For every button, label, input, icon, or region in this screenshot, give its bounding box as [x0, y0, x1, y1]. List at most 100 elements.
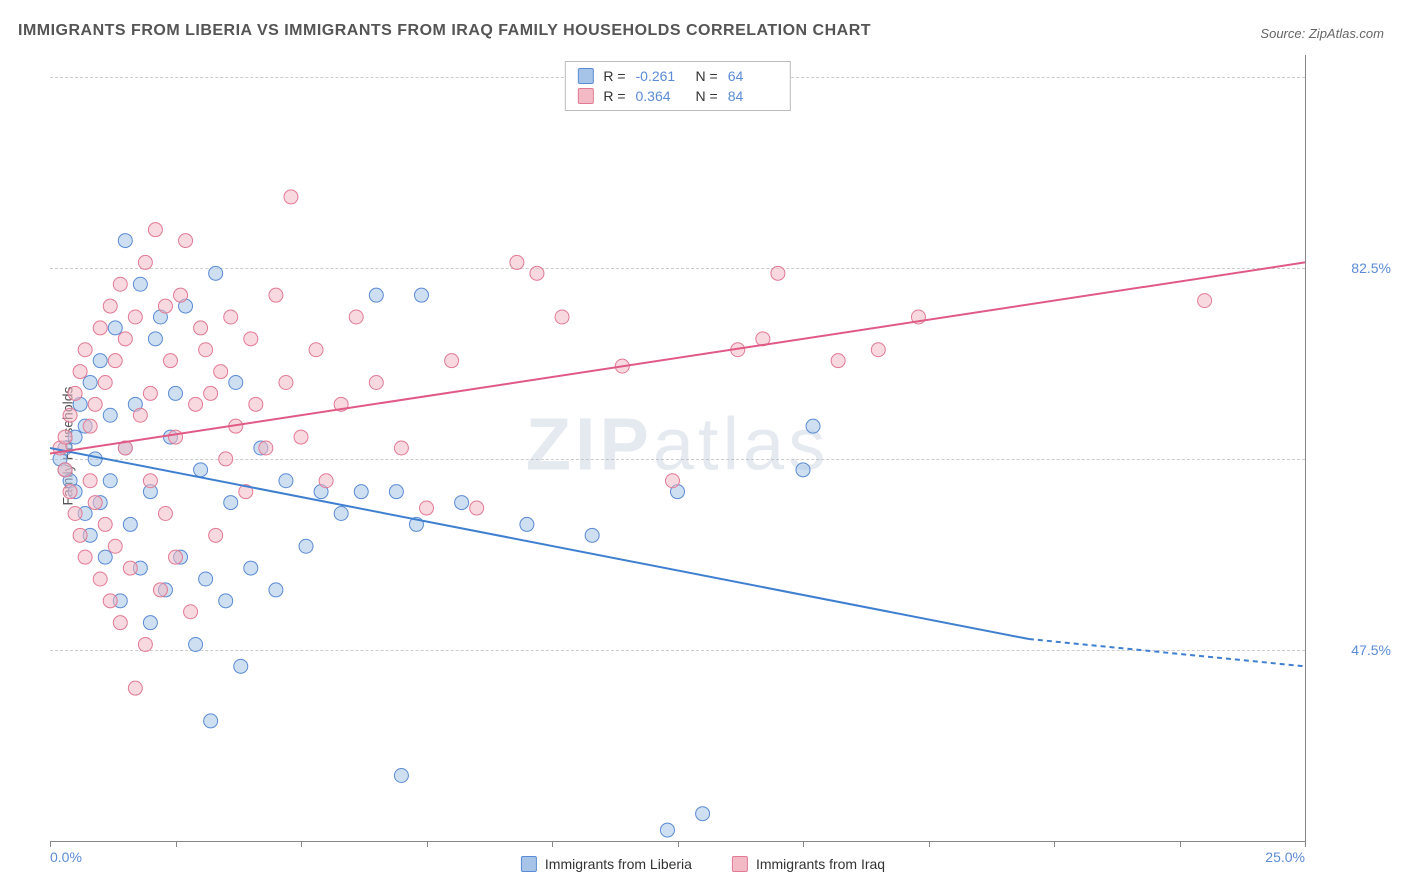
legend-swatch-liberia	[521, 856, 537, 872]
data-point-iraq	[123, 561, 137, 575]
data-point-iraq	[665, 474, 679, 488]
correlation-legend: R = -0.261 N = 64 R = 0.364 N = 84	[564, 61, 790, 111]
data-point-iraq	[771, 266, 785, 280]
data-point-iraq	[83, 419, 97, 433]
data-point-iraq	[163, 354, 177, 368]
data-point-iraq	[93, 321, 107, 335]
data-point-iraq	[143, 474, 157, 488]
data-point-iraq	[179, 234, 193, 248]
data-point-iraq	[319, 474, 333, 488]
data-point-iraq	[209, 528, 223, 542]
data-point-liberia	[389, 485, 403, 499]
data-point-iraq	[98, 517, 112, 531]
data-point-liberia	[234, 659, 248, 673]
n-value-liberia: 64	[728, 68, 778, 84]
legend-swatch-iraq	[732, 856, 748, 872]
data-point-liberia	[520, 517, 534, 531]
data-point-liberia	[83, 376, 97, 390]
data-point-liberia	[354, 485, 368, 499]
r-label: R =	[603, 68, 625, 84]
data-point-iraq	[158, 299, 172, 313]
data-point-liberia	[88, 452, 102, 466]
data-point-iraq	[88, 496, 102, 510]
data-point-iraq	[169, 430, 183, 444]
y-tick-label: 47.5%	[1351, 642, 1391, 658]
data-point-liberia	[199, 572, 213, 586]
data-point-iraq	[138, 255, 152, 269]
data-point-liberia	[103, 474, 117, 488]
chart-svg	[50, 55, 1305, 841]
data-point-iraq	[294, 430, 308, 444]
data-point-iraq	[113, 277, 127, 291]
data-point-iraq	[169, 550, 183, 564]
data-point-liberia	[414, 288, 428, 302]
data-point-iraq	[284, 190, 298, 204]
data-point-iraq	[113, 616, 127, 630]
data-point-iraq	[249, 397, 263, 411]
data-point-iraq	[184, 605, 198, 619]
data-point-iraq	[138, 638, 152, 652]
data-point-iraq	[445, 354, 459, 368]
trendline-iraq	[50, 262, 1305, 453]
legend-label-iraq: Immigrants from Iraq	[756, 856, 885, 872]
x-tick	[1305, 841, 1306, 847]
data-point-iraq	[194, 321, 208, 335]
data-point-iraq	[78, 343, 92, 357]
legend-swatch-liberia	[577, 68, 593, 84]
data-point-iraq	[153, 583, 167, 597]
data-point-liberia	[585, 528, 599, 542]
data-point-liberia	[796, 463, 810, 477]
data-point-iraq	[279, 376, 293, 390]
data-point-liberia	[118, 234, 132, 248]
x-tick-label: 25.0%	[1265, 849, 1305, 865]
data-point-liberia	[194, 463, 208, 477]
data-point-iraq	[148, 223, 162, 237]
data-point-liberia	[123, 517, 137, 531]
data-point-liberia	[806, 419, 820, 433]
data-point-iraq	[108, 539, 122, 553]
data-point-iraq	[244, 332, 258, 346]
data-point-iraq	[470, 501, 484, 515]
data-point-iraq	[309, 343, 323, 357]
y-tick-label: 82.5%	[1351, 260, 1391, 276]
data-point-iraq	[259, 441, 273, 455]
data-point-iraq	[93, 572, 107, 586]
data-point-iraq	[224, 310, 238, 324]
data-point-liberia	[93, 354, 107, 368]
data-point-iraq	[369, 376, 383, 390]
data-point-iraq	[103, 299, 117, 313]
data-point-liberia	[133, 277, 147, 291]
data-point-iraq	[214, 365, 228, 379]
data-point-iraq	[530, 266, 544, 280]
data-point-liberia	[103, 408, 117, 422]
data-point-liberia	[660, 823, 674, 837]
legend-item-iraq[interactable]: Immigrants from Iraq	[732, 856, 885, 872]
data-point-liberia	[219, 594, 233, 608]
data-point-liberia	[169, 386, 183, 400]
data-point-iraq	[133, 408, 147, 422]
source-label: Source:	[1260, 26, 1305, 41]
x-tick	[427, 841, 428, 847]
data-point-liberia	[204, 714, 218, 728]
data-point-iraq	[128, 310, 142, 324]
trendline-extrapolated-liberia	[1029, 639, 1305, 666]
data-point-iraq	[174, 288, 188, 302]
r-value-iraq: 0.364	[636, 88, 686, 104]
data-point-iraq	[73, 365, 87, 379]
r-label: R =	[603, 88, 625, 104]
data-point-iraq	[510, 255, 524, 269]
data-point-liberia	[269, 583, 283, 597]
data-point-liberia	[224, 496, 238, 510]
x-tick-label: 0.0%	[50, 849, 82, 865]
legend-swatch-iraq	[577, 88, 593, 104]
data-point-iraq	[63, 485, 77, 499]
data-point-iraq	[118, 332, 132, 346]
x-tick	[1054, 841, 1055, 847]
x-tick	[1180, 841, 1181, 847]
legend-item-liberia[interactable]: Immigrants from Liberia	[521, 856, 692, 872]
legend-label-liberia: Immigrants from Liberia	[545, 856, 692, 872]
data-point-iraq	[199, 343, 213, 357]
source-value: ZipAtlas.com	[1309, 26, 1384, 41]
data-point-iraq	[58, 430, 72, 444]
data-point-liberia	[394, 769, 408, 783]
